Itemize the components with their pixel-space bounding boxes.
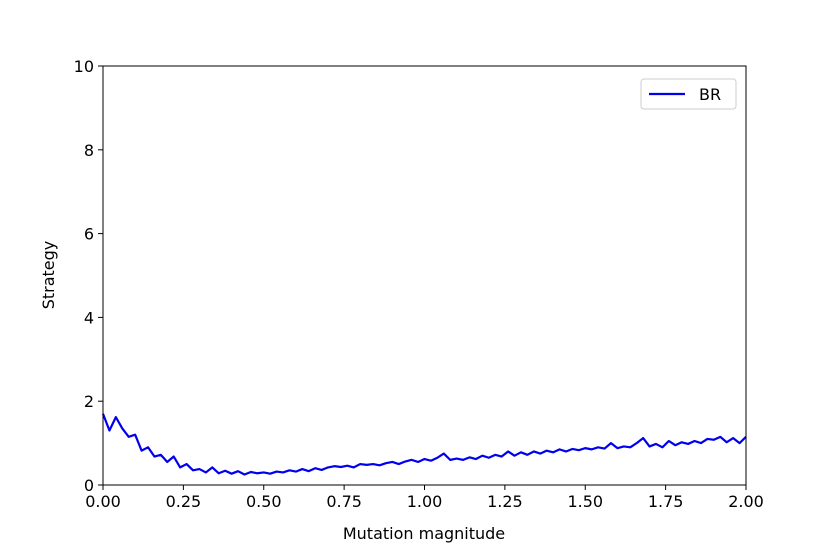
x-tick-label: 1.00: [407, 492, 443, 511]
x-tick-label: 1.25: [487, 492, 523, 511]
legend-label: BR: [699, 85, 721, 104]
y-tick-label: 6: [84, 225, 94, 244]
x-tick-label: 0.50: [246, 492, 282, 511]
y-axis-label: Strategy: [39, 241, 58, 310]
x-tick-label: 0.25: [166, 492, 202, 511]
legend-box: [640, 78, 737, 110]
x-tick-label: 0.00: [85, 492, 121, 511]
y-tick-label: 10: [74, 57, 94, 76]
x-axis-label: Mutation magnitude: [343, 524, 505, 543]
x-tick-label: 0.75: [326, 492, 362, 511]
x-tick-label: 2.00: [728, 492, 764, 511]
y-tick-label: 4: [84, 308, 94, 327]
y-tick-label: 2: [84, 392, 94, 411]
x-tick-label: 1.75: [648, 492, 684, 511]
plot-frame: [102, 65, 747, 486]
y-tick-label: 8: [84, 141, 94, 160]
y-tick-label: 0: [84, 476, 94, 495]
data-line: [101, 413, 747, 476]
x-tick-label: 1.50: [567, 492, 603, 511]
